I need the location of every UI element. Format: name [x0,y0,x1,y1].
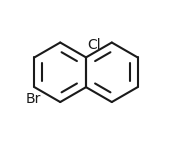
Text: Cl: Cl [87,38,101,52]
Text: Br: Br [25,92,41,106]
